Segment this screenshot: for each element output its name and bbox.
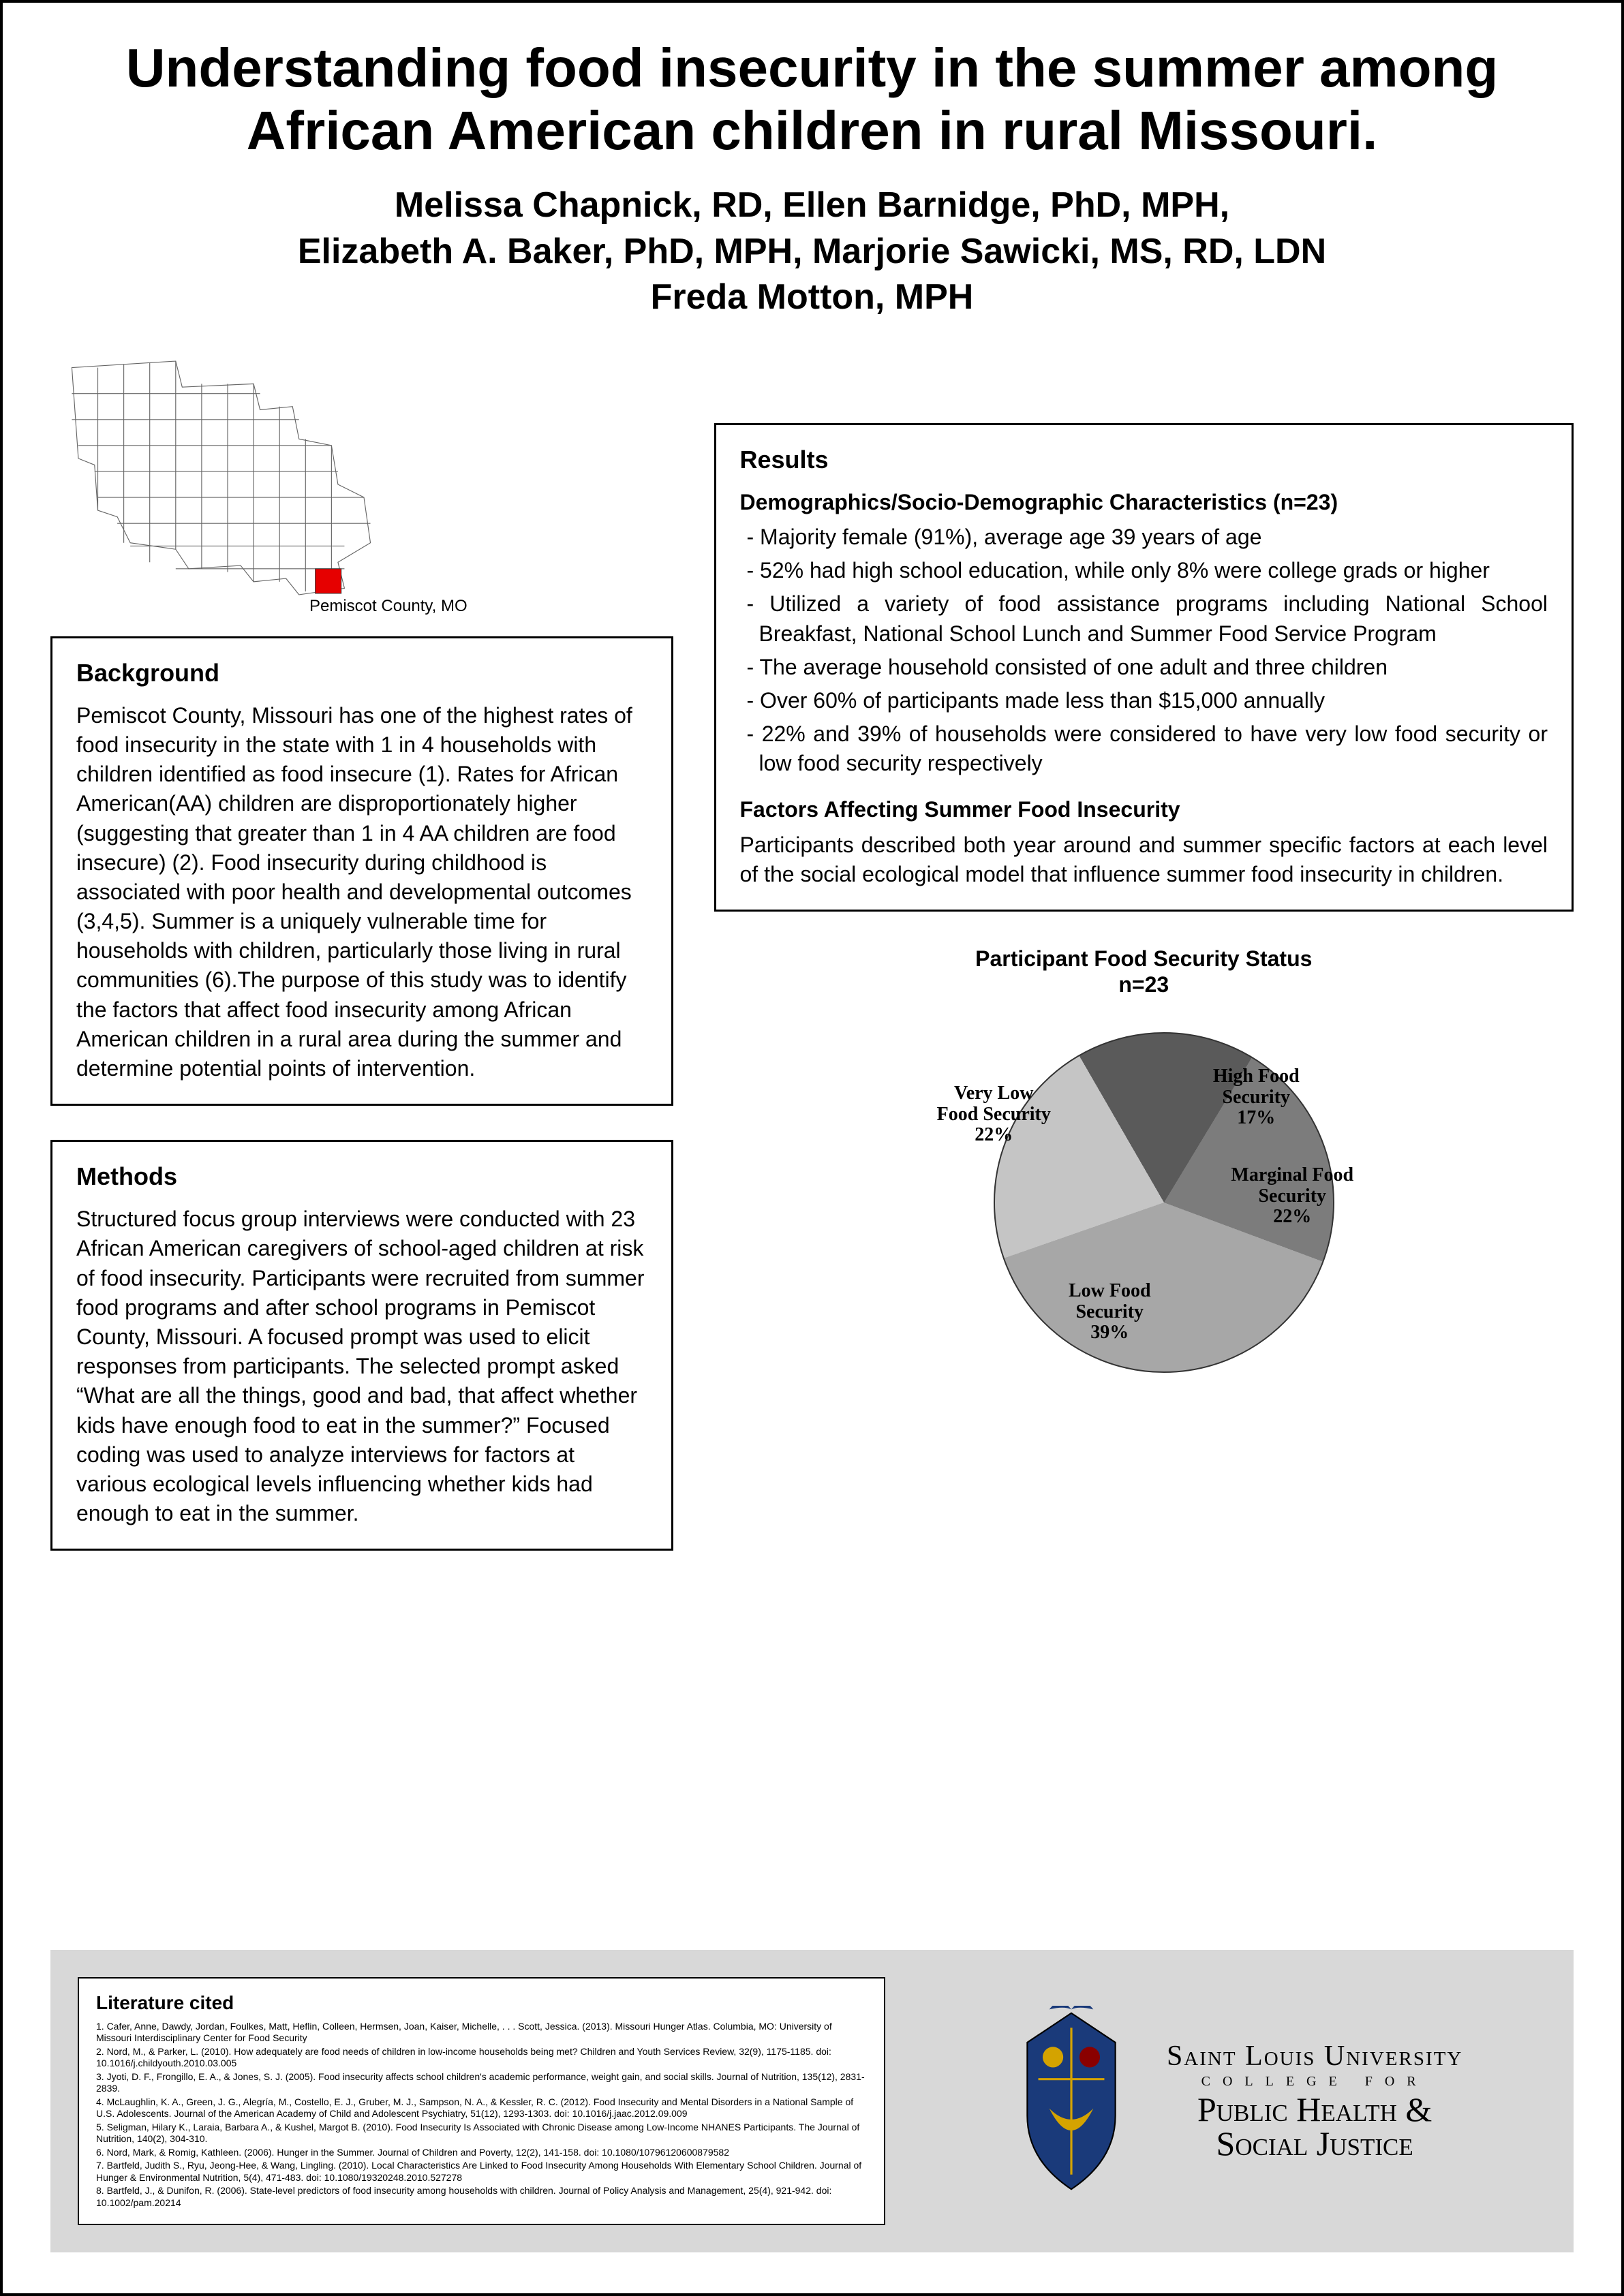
map-caption: Pemiscot County, MO [309, 597, 673, 616]
slu-college: COLLEGE FOR [1167, 2075, 1462, 2088]
reference-item: 5. Seligman, Hilary K., Laraia, Barbara … [96, 2122, 867, 2145]
authors-line-1: Melissa Chapnick, RD, Ellen Barnidge, Ph… [395, 185, 1229, 225]
reference-item: 3. Jyoti, D. F., Frongillo, E. A., & Jon… [96, 2071, 867, 2095]
references-heading: Literature cited [96, 1992, 867, 2014]
slu-dept2: Social Justice [1167, 2126, 1462, 2160]
title-line-1: Understanding food insecurity in the sum… [126, 37, 1499, 98]
demo-item: 22% and 39% of households were considere… [740, 719, 1548, 778]
poster-title: Understanding food insecurity in the sum… [50, 37, 1574, 162]
slu-dept1: Public Health & [1167, 2092, 1462, 2126]
slice-label-verylow: Very Low Food Security22% [932, 1083, 1055, 1146]
reference-item: 7. Bartfeld, Judith S., Ryu, Jeong-Hee, … [96, 2160, 867, 2184]
references-list: 1. Cafer, Anne, Dawdy, Jordan, Foulkes, … [96, 2021, 867, 2209]
background-body: Pemiscot County, Missouri has one of the… [76, 701, 647, 1083]
slice-label-low: Low Food Security39% [1041, 1281, 1178, 1344]
pie-title-line1: Participant Food Security Status [975, 946, 1312, 971]
factors-heading: Factors Affecting Summer Food Insecurity [740, 795, 1548, 824]
right-column: Results Demographics/Socio-Demographic C… [714, 348, 1574, 1585]
map-svg [50, 348, 405, 621]
authors-line-3: Freda Motton, MPH [651, 277, 974, 317]
demo-item: The average household consisted of one a… [740, 653, 1548, 682]
factors-body: Participants described both year around … [740, 831, 1548, 889]
left-column: Pemiscot County, MO Background Pemiscot … [50, 348, 673, 1585]
logo-area: Saint Louis University COLLEGE FOR Publi… [913, 1977, 1546, 2226]
demo-item: Majority female (91%), average age 39 ye… [740, 523, 1548, 552]
pemiscot-highlight [316, 569, 341, 593]
reference-item: 1. Cafer, Anne, Dawdy, Jordan, Foulkes, … [96, 2021, 867, 2045]
poster-container: Understanding food insecurity in the sum… [0, 0, 1624, 2296]
footer: Literature cited 1. Cafer, Anne, Dawdy, … [50, 1950, 1574, 2253]
demo-list: Majority female (91%), average age 39 ye… [740, 523, 1548, 779]
results-panel: Results Demographics/Socio-Demographic C… [714, 423, 1574, 912]
methods-body: Structured focus group interviews were c… [76, 1205, 647, 1528]
reference-item: 6. Nord, Mark, & Romig, Kathleen. (2006)… [96, 2147, 867, 2159]
results-heading: Results [740, 446, 1548, 474]
slu-logo-icon [996, 2006, 1146, 2197]
authors-line-2: Elizabeth A. Baker, PhD, MPH, Marjorie S… [298, 232, 1326, 271]
slu-text: Saint Louis University COLLEGE FOR Publi… [1167, 2042, 1462, 2160]
methods-heading: Methods [76, 1162, 647, 1191]
pie-chart: High Food Security17% Marginal Food Secu… [905, 1012, 1382, 1421]
references-panel: Literature cited 1. Cafer, Anne, Dawdy, … [78, 1977, 885, 2226]
background-heading: Background [76, 659, 647, 687]
demo-item: 52% had high school education, while onl… [740, 556, 1548, 585]
background-panel: Background Pemiscot County, Missouri has… [50, 636, 673, 1106]
pie-title-line2: n=23 [1118, 972, 1169, 997]
demo-item: Utilized a variety of food assistance pr… [740, 589, 1548, 648]
demo-item: Over 60% of participants made less than … [740, 686, 1548, 715]
pie-chart-title: Participant Food Security Status n=23 [714, 946, 1574, 998]
content-columns: Pemiscot County, MO Background Pemiscot … [50, 348, 1574, 1585]
slice-label-high: High Food Security17% [1195, 1066, 1317, 1129]
reference-item: 2. Nord, M., & Parker, L. (2010). How ad… [96, 2046, 867, 2070]
title-line-2: African American children in rural Misso… [247, 100, 1378, 161]
slice-label-marginal: Marginal Food Security22% [1231, 1165, 1353, 1228]
demo-heading: Demographics/Socio-Demographic Character… [740, 488, 1548, 517]
author-list: Melissa Chapnick, RD, Ellen Barnidge, Ph… [50, 183, 1574, 321]
missouri-map: Pemiscot County, MO [50, 348, 673, 616]
results-body: Demographics/Socio-Demographic Character… [740, 488, 1548, 889]
methods-panel: Methods Structured focus group interview… [50, 1140, 673, 1551]
reference-item: 8. Bartfeld, J., & Dunifon, R. (2006). S… [96, 2185, 867, 2209]
reference-item: 4. McLaughlin, K. A., Green, J. G., Aleg… [96, 2096, 867, 2120]
slu-name: Saint Louis University [1167, 2042, 1462, 2070]
